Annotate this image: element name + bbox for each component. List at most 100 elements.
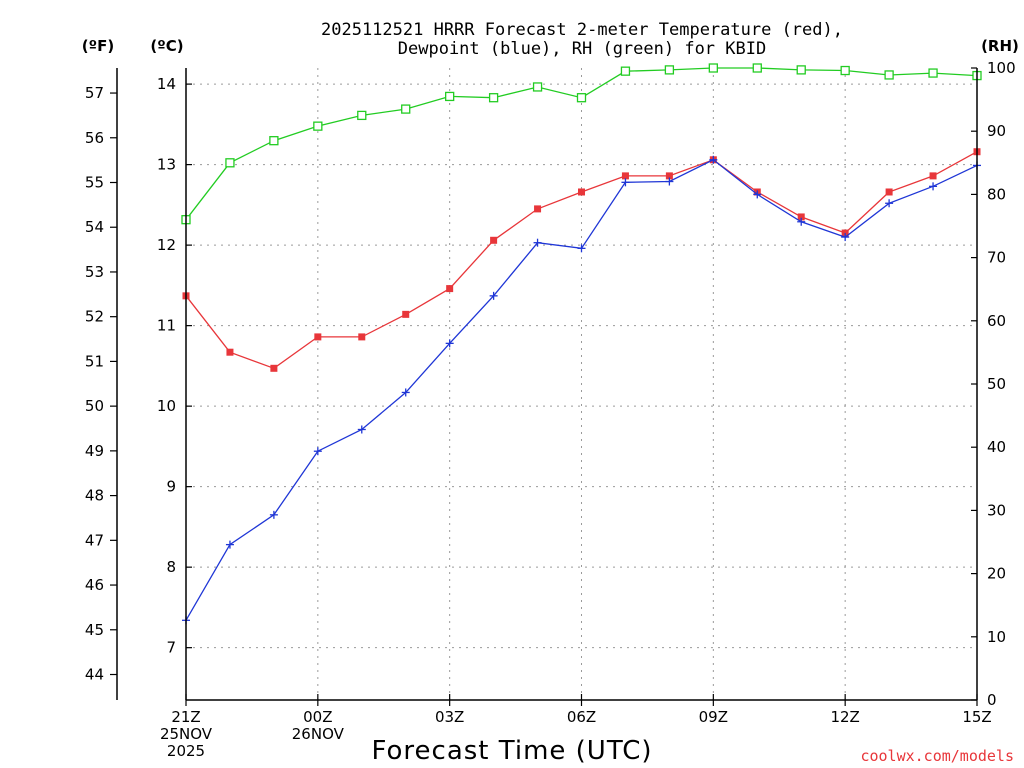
rh-point: [313, 121, 323, 131]
fahrenheit-unit-label: (ºF): [82, 37, 114, 55]
x-tick-label: 21Z: [171, 708, 200, 726]
rh-point: [401, 104, 411, 114]
rh-tick-label: 30: [987, 501, 1006, 519]
rh-point: [840, 65, 850, 76]
rh-tick-label: 20: [987, 565, 1006, 583]
rh-point: [928, 68, 938, 78]
rh-point: [532, 82, 543, 92]
x-tick-label: 03Z: [435, 708, 464, 726]
temperature-point: [314, 333, 322, 341]
celsius-tick-label: 14: [157, 75, 176, 93]
dewpoint-point: [841, 233, 850, 242]
dewpoint-point: [313, 447, 322, 456]
dewpoint-point: [489, 291, 498, 300]
fahrenheit-tick-label: 46: [85, 576, 104, 594]
celsius-unit-label: (ºC): [150, 37, 183, 55]
fahrenheit-tick-label: 57: [85, 84, 104, 102]
rh-point: [225, 158, 235, 168]
dewpoint-point: [709, 155, 718, 164]
temperature-point: [885, 188, 893, 196]
credit-text: coolwx.com/models: [860, 747, 1014, 765]
x-axis-label: Forecast Time (UTC): [371, 736, 652, 766]
rh-tick-label: 100: [987, 59, 1016, 77]
rh-point: [884, 70, 894, 80]
temperature-point: [534, 205, 542, 213]
dewpoint-point: [885, 199, 894, 208]
rh-tick-label: 70: [987, 249, 1006, 267]
celsius-tick-label: 10: [157, 397, 176, 415]
temperature-point: [797, 213, 805, 221]
temperature-point: [358, 333, 366, 341]
x-tick-label: 09Z: [699, 708, 728, 726]
dewpoint-point: [753, 190, 762, 199]
dewpoint-point: [357, 425, 366, 434]
fahrenheit-tick-label: 53: [85, 263, 104, 281]
fahrenheit-tick-label: 54: [85, 218, 104, 236]
rh-tick-label: 90: [987, 122, 1006, 140]
rh-tick-label: 10: [987, 628, 1006, 646]
x-tick-label: 00Z: [303, 708, 332, 726]
dewpoint-point: [929, 182, 938, 191]
temperature-point: [621, 172, 629, 180]
temperature-point: [402, 310, 410, 318]
celsius-tick-label: 9: [166, 478, 176, 496]
x-tick-label: 26NOV: [292, 725, 345, 743]
rh-unit-label: (RH): [981, 37, 1019, 55]
fahrenheit-tick-label: 47: [85, 531, 104, 549]
rh-point: [357, 110, 367, 121]
dewpoint-point: [269, 510, 278, 519]
fahrenheit-tick-label: 51: [85, 352, 104, 370]
celsius-tick-label: 11: [157, 317, 176, 335]
celsius-tick-label: 7: [166, 639, 176, 657]
dewpoint-point: [577, 244, 586, 253]
rh-point: [620, 66, 631, 76]
rh-point: [576, 93, 587, 103]
fahrenheit-tick-label: 49: [85, 442, 104, 460]
celsius-tick-label: 13: [157, 156, 176, 174]
series-rh: [181, 63, 982, 225]
rh-tick-label: 0: [987, 691, 997, 709]
fahrenheit-tick-label: 56: [85, 129, 104, 147]
x-tick-label: 06Z: [567, 708, 596, 726]
chart-title-line2: Dewpoint (blue), RH (green) for KBID: [398, 39, 766, 59]
rh-point: [488, 93, 499, 103]
celsius-tick-label: 8: [166, 558, 176, 576]
rh-point: [664, 65, 675, 75]
fahrenheit-tick-label: 48: [85, 487, 104, 505]
series-group: [181, 63, 982, 625]
dewpoint-point: [533, 238, 542, 247]
temperature-point: [446, 285, 454, 293]
rh-point: [445, 91, 455, 102]
fahrenheit-tick-label: 52: [85, 308, 104, 326]
temperature-point: [490, 236, 498, 244]
dewpoint-point: [225, 540, 234, 549]
temperature-point: [841, 229, 849, 237]
temperature-point: [578, 188, 585, 196]
chart-title-line1: 2025112521 HRRR Forecast 2-meter Tempera…: [321, 20, 843, 40]
fahrenheit-tick-label: 45: [85, 621, 104, 639]
x-tick-label: 2025: [167, 742, 205, 760]
series-dewpoint: [182, 155, 981, 625]
dewpoint-point: [621, 178, 630, 187]
temperature-point: [226, 348, 234, 356]
grid: [186, 68, 977, 700]
dewpoint-point: [445, 339, 454, 348]
axes: 7 8 9 10 11 12 13 14 44 45 46 47 48 49 50 51 52 53 54 55 56 5…: [85, 59, 1016, 760]
dewpoint-point: [665, 177, 674, 186]
rh-tick-label: 40: [987, 438, 1006, 456]
temperature-point: [929, 172, 937, 180]
rh-tick-label: 80: [987, 185, 1006, 203]
rh-point: [269, 136, 279, 146]
fahrenheit-tick-label: 55: [85, 174, 104, 192]
rh-tick-label: 60: [987, 312, 1006, 330]
fahrenheit-tick-label: 44: [85, 666, 104, 684]
x-tick-label: 12Z: [830, 708, 859, 726]
rh-point: [796, 65, 806, 75]
temperature-point: [665, 172, 673, 180]
x-tick-label: 15Z: [962, 708, 991, 726]
x-tick-label: 25NOV: [160, 725, 213, 743]
fahrenheit-tick-label: 50: [85, 397, 104, 415]
dewpoint-point: [797, 217, 806, 226]
rh-point: [708, 63, 718, 73]
